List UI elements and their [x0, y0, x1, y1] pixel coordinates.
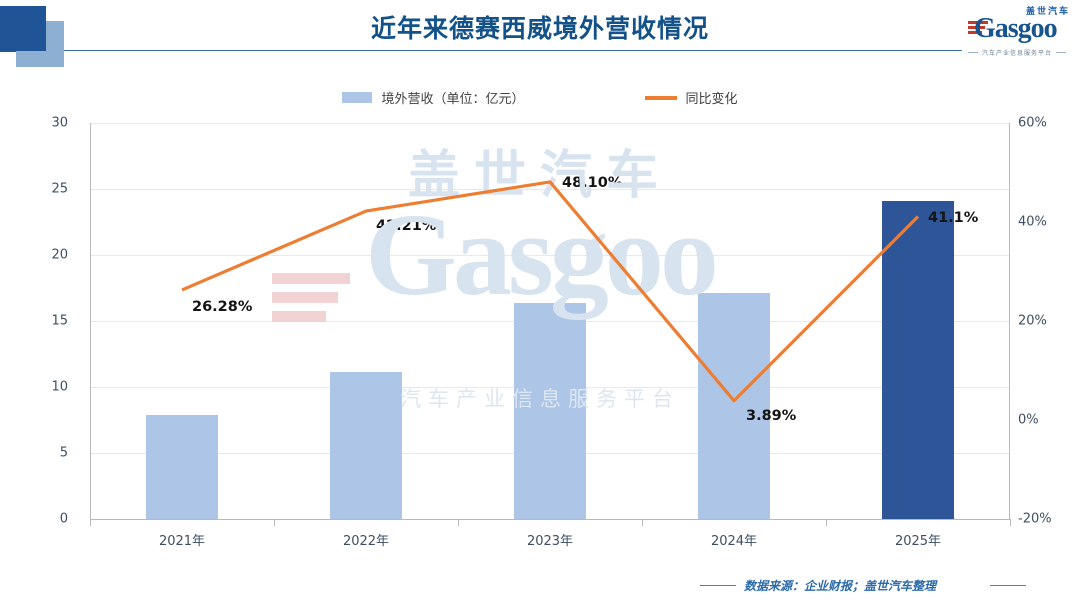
- y-axis-left-tick: 25: [51, 181, 68, 197]
- footer-divider-left: [700, 585, 736, 586]
- x-axis-label: 2025年: [894, 534, 942, 549]
- footer-divider-right: [990, 585, 1026, 586]
- chart-gridline: [90, 189, 1010, 190]
- y-axis-right-tick: 20%: [1018, 313, 1047, 329]
- x-axis-label: 2023年: [526, 534, 574, 549]
- chart-legend: 境外营收（单位：亿元） 同比变化: [0, 88, 1080, 107]
- page-footer: 数据来源：企业财报；盖世汽车整理: [0, 573, 1080, 597]
- x-axis-label: 2022年: [342, 534, 390, 549]
- legend-bar-label: 境外营收（单位：亿元）: [381, 92, 525, 107]
- legend-item-line[interactable]: 同比变化: [644, 88, 738, 107]
- logo-stripes-icon: [968, 21, 988, 37]
- x-axis-label: 2024年: [710, 534, 758, 549]
- line-point-label-2024年: 3.89%: [746, 407, 797, 424]
- x-axis-tick-mark: [1010, 519, 1011, 526]
- y-axis-right-tick: 60%: [1018, 115, 1047, 131]
- legend-line-label: 同比变化: [685, 92, 738, 107]
- bar-2021年[interactable]: [146, 414, 218, 519]
- y-axis-left-tick: 30: [51, 115, 68, 131]
- legend-item-bar[interactable]: 境外营收（单位：亿元）: [342, 88, 525, 107]
- x-axis-tick-mark: [826, 519, 827, 526]
- decorative-square-dark: [0, 6, 46, 52]
- y-axis-left-tick: 0: [59, 511, 68, 527]
- x-axis-tick-mark: [642, 519, 643, 526]
- y-axis-left-line: [90, 123, 91, 520]
- y-axis-left-tick: 15: [51, 313, 68, 329]
- decorative-square-light: [16, 51, 64, 67]
- line-point-label-2021年: 26.28%: [192, 298, 253, 315]
- page-title: 近年来德赛西威境外营收情况: [370, 14, 709, 43]
- y-axis-right-tick: 40%: [1018, 214, 1047, 230]
- x-axis-tick-mark: [90, 519, 91, 526]
- bar-2025年[interactable]: [882, 200, 954, 519]
- y-axis-right-line: [1009, 123, 1010, 520]
- logo-chinese-text: 盖世汽车: [1025, 7, 1070, 17]
- logo-wordmark: Gasgoo: [974, 13, 1058, 44]
- chart-gridline: [90, 255, 1010, 256]
- chart-gridline: [90, 123, 1010, 124]
- legend-line-swatch-icon: [644, 95, 677, 100]
- line-point-label-2023年: 48.10%: [562, 174, 623, 191]
- data-source-note: 数据来源：企业财报；盖世汽车整理: [744, 579, 937, 593]
- logo-tagline: 汽车产业信息服务平台: [967, 50, 1067, 57]
- x-axis-tick-mark: [458, 519, 459, 526]
- y-axis-right-tick: 0%: [1018, 412, 1039, 428]
- line-point-label-2022年: 42.21%: [376, 218, 437, 235]
- y-axis-left-tick: 10: [51, 379, 68, 395]
- bar-2023年[interactable]: [514, 302, 586, 519]
- y-axis-left-tick: 20: [51, 247, 68, 263]
- x-axis-line: [90, 519, 1010, 520]
- x-axis-tick-mark: [274, 519, 275, 526]
- line-point-label-2025年: 41.1%: [928, 209, 979, 226]
- y-axis-left-tick: 5: [59, 445, 68, 461]
- gasgoo-logo: 盖世汽车 Gasgoo 汽车产业信息服务平台: [967, 4, 1072, 60]
- trend-line-path: [181, 180, 920, 403]
- bar-2022年[interactable]: [330, 372, 402, 519]
- page-header: 近年来德赛西威境外营收情况 盖世汽车 Gasgoo 汽车产业信息服务平台: [0, 0, 1080, 75]
- x-axis-label: 2021年: [158, 534, 206, 549]
- y-axis-right-tick: -20%: [1018, 511, 1052, 527]
- bar-2024年[interactable]: [698, 293, 770, 519]
- header-divider: [64, 50, 962, 51]
- legend-bar-swatch-icon: [342, 92, 373, 103]
